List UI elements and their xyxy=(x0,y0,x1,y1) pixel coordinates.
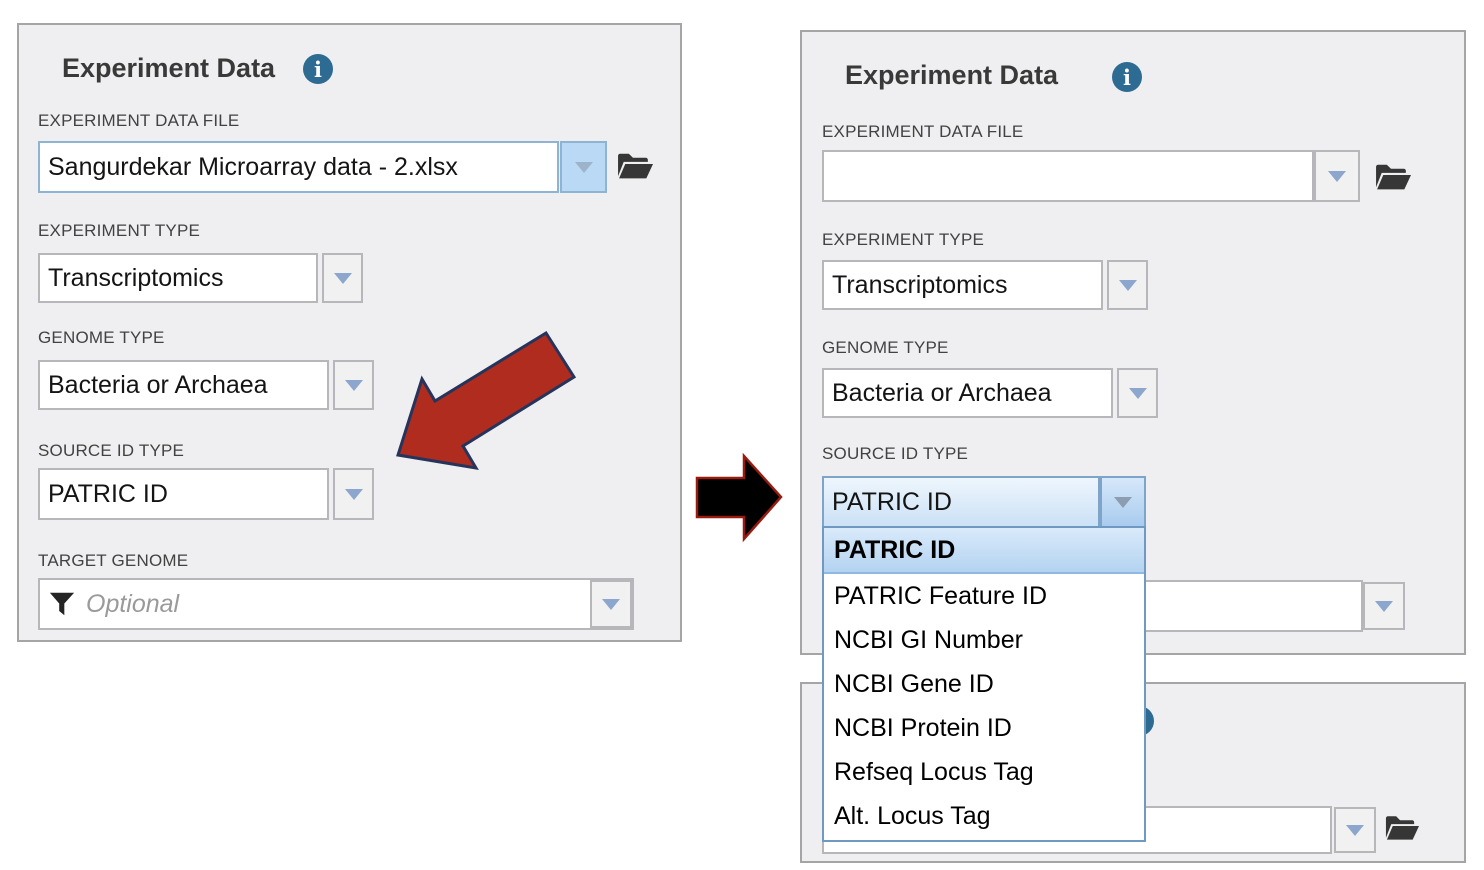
experiment-data-file-dropdown-button[interactable] xyxy=(560,141,607,193)
caret-down-icon xyxy=(574,161,593,173)
caret-down-icon xyxy=(1346,824,1364,836)
experiment-data-file-label: EXPERIMENT DATA FILE xyxy=(822,122,1024,141)
dropdown-option[interactable]: NCBI Gene ID xyxy=(834,669,994,698)
genome-type-dropdown-button[interactable] xyxy=(333,360,374,410)
black-arrow-next-step xyxy=(695,452,783,543)
source-id-type-options-list: PATRIC ID PATRIC Feature ID NCBI GI Numb… xyxy=(822,526,1146,842)
filter-funnel-icon xyxy=(49,592,75,616)
experiment-type-input[interactable]: Transcriptomics xyxy=(38,253,318,303)
source-id-type-dropdown-button[interactable] xyxy=(1100,476,1146,528)
genome-type-label: GENOME TYPE xyxy=(822,338,949,357)
experiment-data-file-label: EXPERIMENT DATA FILE xyxy=(38,111,240,130)
experiment-type-label: EXPERIMENT TYPE xyxy=(38,221,201,240)
dropdown-option[interactable]: PATRIC Feature ID xyxy=(834,581,1048,610)
source-id-type-input[interactable]: PATRIC ID xyxy=(38,468,329,520)
caret-down-icon xyxy=(1375,600,1393,612)
caret-down-icon xyxy=(1328,170,1346,182)
panel-title: Experiment Data xyxy=(845,60,1059,90)
panel-title: Experiment Data xyxy=(62,53,276,83)
genome-type-label: GENOME TYPE xyxy=(38,328,165,347)
source-id-type-input-focused[interactable]: PATRIC ID xyxy=(822,476,1100,528)
dropdown-option[interactable]: Alt. Locus Tag xyxy=(834,801,991,830)
data-file-dropdown-button[interactable] xyxy=(1334,807,1376,853)
genome-type-input[interactable]: Bacteria or Archaea xyxy=(38,360,329,410)
target-genome-dropdown-button[interactable] xyxy=(1363,582,1405,630)
experiment-type-label: EXPERIMENT TYPE xyxy=(822,230,985,249)
info-icon[interactable]: i xyxy=(303,54,333,84)
caret-down-icon xyxy=(1118,279,1137,291)
caret-down-icon xyxy=(1128,387,1147,399)
folder-open-icon[interactable] xyxy=(1384,812,1419,842)
experiment-type-dropdown-button[interactable] xyxy=(322,253,363,303)
folder-open-icon[interactable] xyxy=(1374,160,1411,192)
genome-type-dropdown-button[interactable] xyxy=(1117,368,1158,418)
dropdown-option[interactable]: NCBI Protein ID xyxy=(834,713,1012,742)
caret-down-icon xyxy=(333,272,352,284)
caret-down-icon xyxy=(344,379,363,391)
source-id-type-label: SOURCE ID TYPE xyxy=(38,441,185,460)
source-id-type-label: SOURCE ID TYPE xyxy=(822,444,969,463)
caret-down-icon xyxy=(602,598,620,610)
genome-type-input[interactable]: Bacteria or Archaea xyxy=(822,368,1113,418)
caret-down-icon xyxy=(344,488,363,500)
experiment-data-file-input[interactable] xyxy=(822,150,1314,202)
target-genome-label: TARGET GENOME xyxy=(38,551,189,570)
caret-down-icon xyxy=(1114,496,1132,508)
experiment-data-file-input[interactable]: Sangurdekar Microarray data - 2.xlsx xyxy=(38,141,559,193)
experiment-type-dropdown-button[interactable] xyxy=(1107,260,1148,310)
target-genome-dropdown-button[interactable] xyxy=(590,580,632,628)
source-id-type-dropdown-button[interactable] xyxy=(333,468,374,520)
target-genome-placeholder: Optional xyxy=(86,589,180,618)
target-genome-input[interactable]: Optional xyxy=(38,578,634,630)
experiment-type-input[interactable]: Transcriptomics xyxy=(822,260,1103,310)
experiment-data-panel-before: Experiment Data i EXPERIMENT DATA FILE S… xyxy=(17,23,682,642)
dropdown-option[interactable]: Refseq Locus Tag xyxy=(834,757,1034,786)
experiment-data-file-dropdown-button[interactable] xyxy=(1314,150,1360,202)
folder-open-icon[interactable] xyxy=(616,149,653,181)
dropdown-option-selected[interactable]: PATRIC ID xyxy=(824,528,1144,574)
dropdown-option[interactable]: NCBI GI Number xyxy=(834,625,1023,654)
info-icon[interactable]: i xyxy=(1112,62,1142,92)
